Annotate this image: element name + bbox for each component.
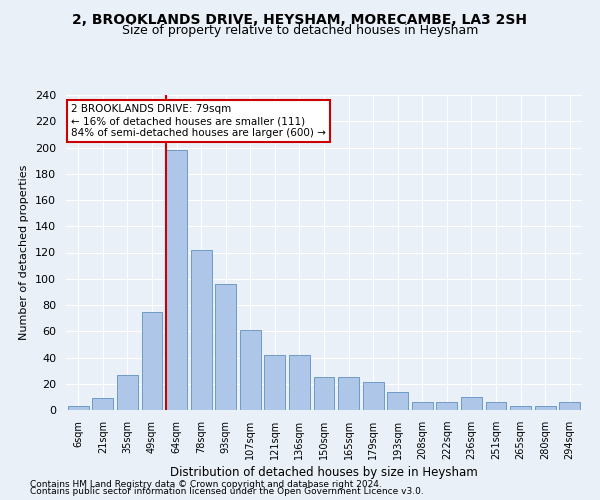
Y-axis label: Number of detached properties: Number of detached properties: [19, 165, 29, 340]
Text: Contains public sector information licensed under the Open Government Licence v3: Contains public sector information licen…: [30, 487, 424, 496]
Bar: [412, 402, 433, 410]
Bar: [338, 377, 359, 410]
Bar: [68, 406, 89, 410]
Bar: [191, 250, 212, 410]
Bar: [510, 406, 531, 410]
Text: Distribution of detached houses by size in Heysham: Distribution of detached houses by size …: [170, 466, 478, 479]
Bar: [436, 402, 457, 410]
Text: 2, BROOKLANDS DRIVE, HEYSHAM, MORECAMBE, LA3 2SH: 2, BROOKLANDS DRIVE, HEYSHAM, MORECAMBE,…: [73, 12, 527, 26]
Bar: [387, 392, 408, 410]
Text: 2 BROOKLANDS DRIVE: 79sqm
← 16% of detached houses are smaller (111)
84% of semi: 2 BROOKLANDS DRIVE: 79sqm ← 16% of detac…: [71, 104, 326, 138]
Text: Contains HM Land Registry data © Crown copyright and database right 2024.: Contains HM Land Registry data © Crown c…: [30, 480, 382, 489]
Bar: [166, 150, 187, 410]
Bar: [314, 377, 334, 410]
Bar: [559, 402, 580, 410]
Bar: [535, 406, 556, 410]
Bar: [240, 330, 261, 410]
Bar: [92, 398, 113, 410]
Bar: [485, 402, 506, 410]
Text: Size of property relative to detached houses in Heysham: Size of property relative to detached ho…: [122, 24, 478, 37]
Bar: [265, 355, 286, 410]
Bar: [215, 284, 236, 410]
Bar: [362, 382, 383, 410]
Bar: [117, 374, 138, 410]
Bar: [461, 397, 482, 410]
Bar: [142, 312, 163, 410]
Bar: [289, 355, 310, 410]
